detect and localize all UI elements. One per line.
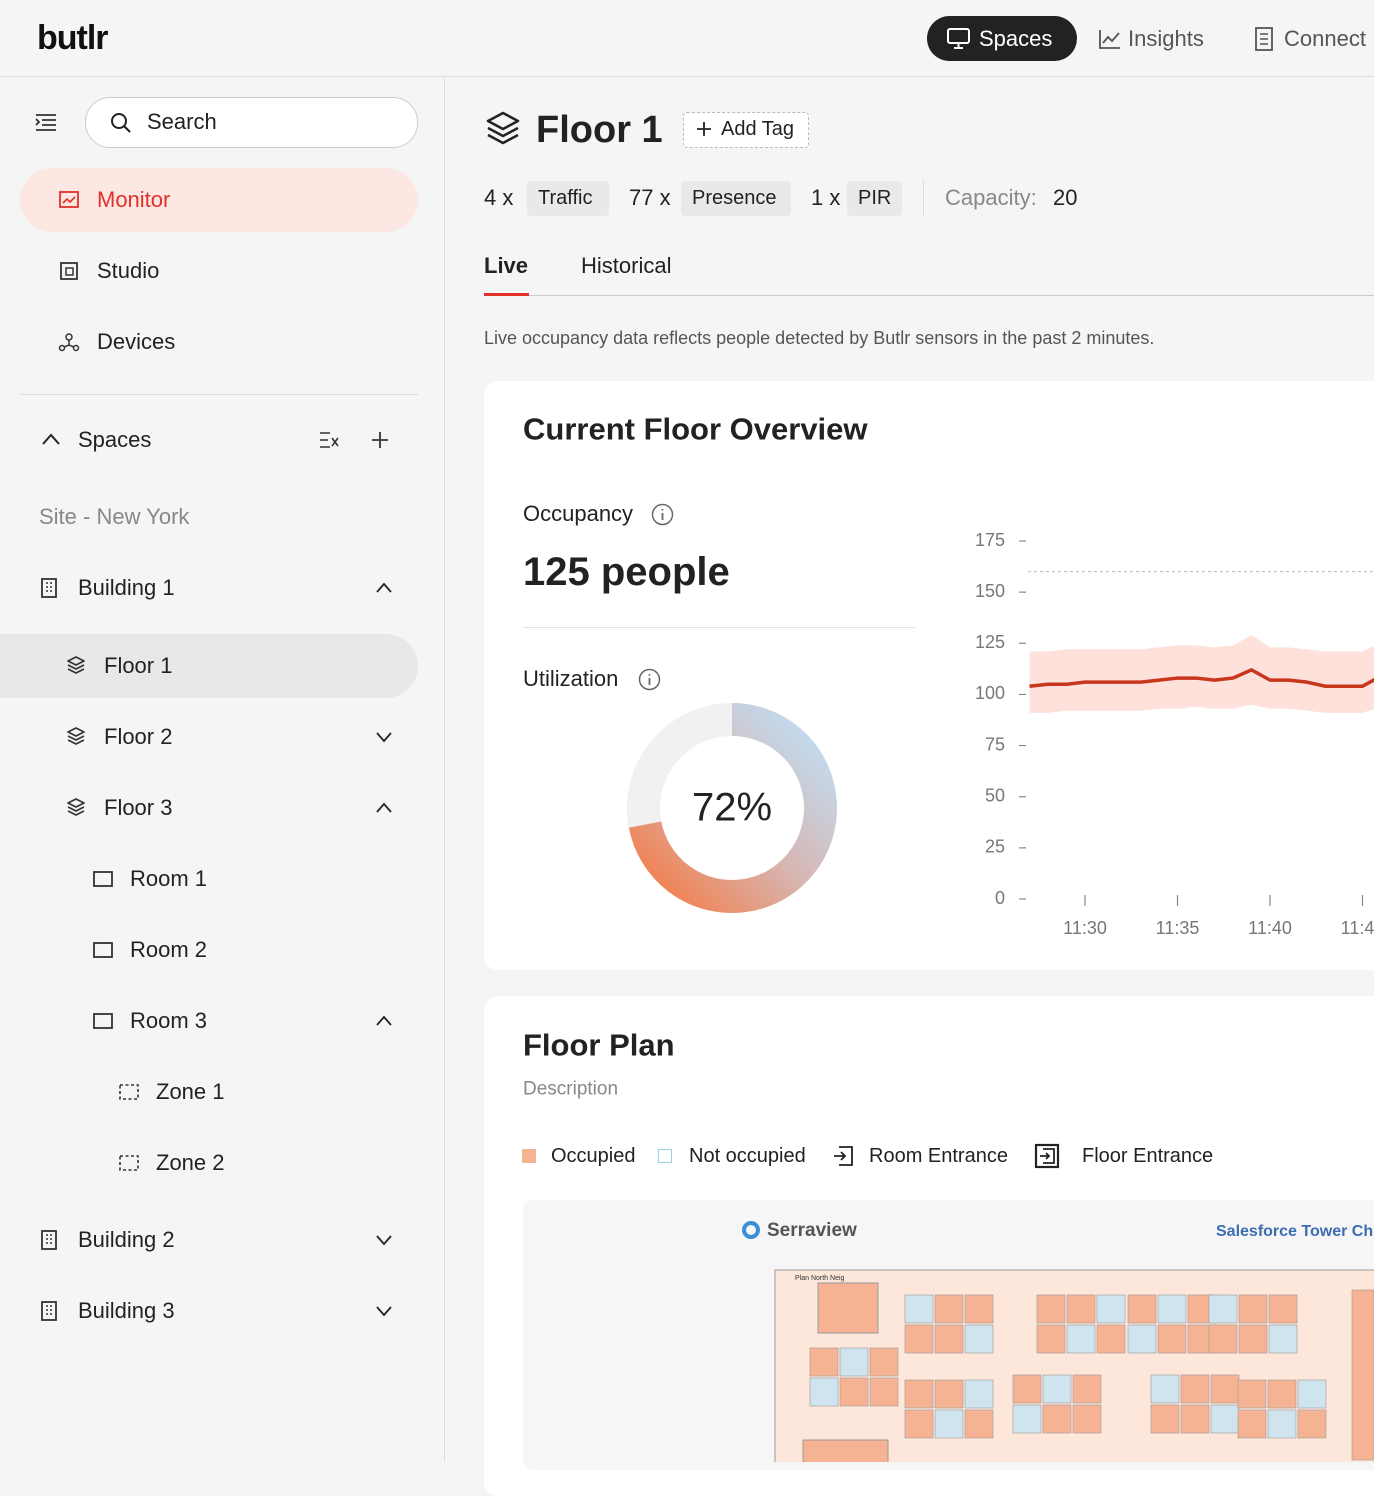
plan-column xyxy=(1352,1290,1374,1460)
desk-occupied xyxy=(905,1380,933,1408)
plan-building: Salesforce Tower Chicago xyxy=(1216,1223,1374,1240)
desk-free xyxy=(810,1378,838,1406)
plan-label: Plan North Neig xyxy=(795,1275,845,1282)
desk-occupied xyxy=(965,1410,993,1438)
desk-free xyxy=(1211,1405,1239,1433)
desk-occupied xyxy=(1097,1325,1125,1353)
y-tick-label: 0 xyxy=(995,888,1005,908)
y-tick-label: 125 xyxy=(975,632,1005,652)
desk-occupied xyxy=(1209,1325,1237,1353)
brand-logo xyxy=(744,1223,758,1237)
y-tick-label: 100 xyxy=(975,683,1005,703)
y-tick-label: 50 xyxy=(985,785,1005,805)
desk-occupied xyxy=(1238,1410,1266,1438)
desk-free xyxy=(1151,1375,1179,1403)
desk-occupied xyxy=(1211,1375,1239,1403)
desk-occupied xyxy=(905,1410,933,1438)
desk-occupied xyxy=(1037,1295,1065,1323)
desk-occupied xyxy=(905,1325,933,1353)
desk-free xyxy=(1298,1380,1326,1408)
desk-occupied xyxy=(1181,1405,1209,1433)
desk-occupied xyxy=(1128,1295,1156,1323)
desk-free xyxy=(905,1295,933,1323)
desk-occupied xyxy=(810,1348,838,1376)
x-tick-label: 11:30 xyxy=(1063,918,1107,938)
donut-label: 72% xyxy=(692,786,772,830)
desk-occupied xyxy=(1151,1405,1179,1433)
desk-free xyxy=(1209,1295,1237,1323)
desk-occupied xyxy=(1268,1380,1296,1408)
desk-free xyxy=(965,1325,993,1353)
y-tick-label: 25 xyxy=(985,837,1005,857)
desk-occupied xyxy=(840,1378,868,1406)
y-tick-label: 75 xyxy=(985,734,1005,754)
plan-brand: Serraview xyxy=(767,1220,857,1241)
x-tick-label: 11:35 xyxy=(1156,918,1200,938)
desk-free xyxy=(1013,1405,1041,1433)
desk-occupied xyxy=(1238,1380,1266,1408)
desk-occupied xyxy=(935,1380,963,1408)
desk-occupied xyxy=(1239,1295,1267,1323)
desk-occupied xyxy=(870,1378,898,1406)
y-tick-label: 175 xyxy=(975,530,1005,550)
desk-free xyxy=(1043,1375,1071,1403)
desk-free xyxy=(1269,1325,1297,1353)
desk-free xyxy=(965,1380,993,1408)
desk-occupied xyxy=(1043,1405,1071,1433)
desk-occupied xyxy=(1037,1325,1065,1353)
desk-occupied xyxy=(1298,1410,1326,1438)
desk-occupied xyxy=(1073,1375,1101,1403)
desk-free xyxy=(1158,1295,1186,1323)
x-tick-label: 11:45 xyxy=(1341,918,1374,938)
desk-free xyxy=(935,1410,963,1438)
desk-occupied xyxy=(1158,1325,1186,1353)
plan-room xyxy=(818,1283,878,1333)
desk-occupied xyxy=(1239,1325,1267,1353)
desk-occupied xyxy=(935,1295,963,1323)
desk-occupied xyxy=(1181,1375,1209,1403)
desk-free xyxy=(840,1348,868,1376)
desk-free xyxy=(1128,1325,1156,1353)
desk-occupied xyxy=(965,1295,993,1323)
desk-occupied xyxy=(1013,1375,1041,1403)
x-tick-label: 11:40 xyxy=(1248,918,1292,938)
desk-free xyxy=(1268,1410,1296,1438)
plan-room xyxy=(803,1440,888,1462)
desk-occupied xyxy=(1067,1295,1095,1323)
band xyxy=(1030,635,1374,713)
desk-free xyxy=(1067,1325,1095,1353)
y-tick-label: 150 xyxy=(975,581,1005,601)
page: butlr Spaces Insights Connect Search Mon… xyxy=(0,0,1374,1462)
graphics: 72% 0 25 50 75 100 125 150 175 11:30 11:35 11:40 11:… xyxy=(0,0,1374,1462)
desk-occupied xyxy=(870,1348,898,1376)
desk-free xyxy=(1097,1295,1125,1323)
desk-occupied xyxy=(1073,1405,1101,1433)
desk-occupied xyxy=(935,1325,963,1353)
desk-occupied xyxy=(1269,1295,1297,1323)
